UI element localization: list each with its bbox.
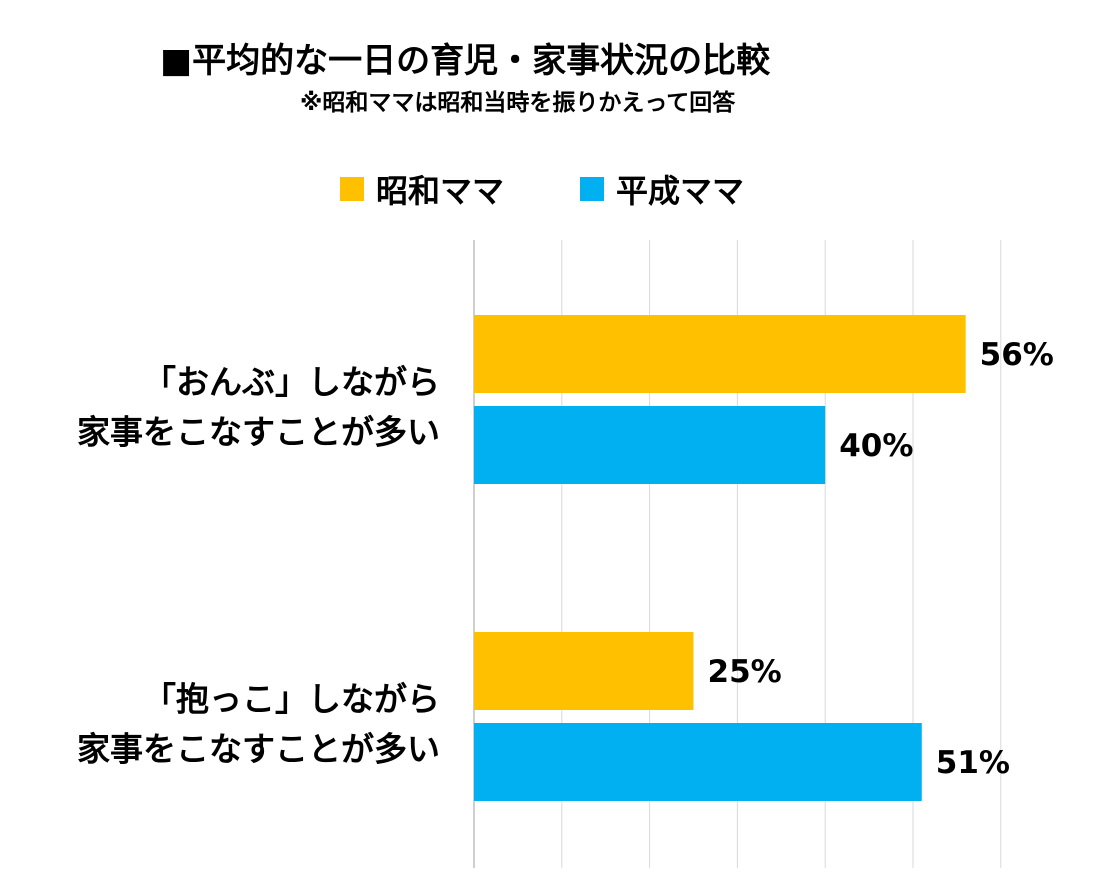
- legend-label-showa: 昭和ママ: [376, 172, 505, 210]
- legend-item-showa: 昭和ママ: [340, 167, 504, 211]
- data-label: 56%: [980, 337, 1054, 373]
- legend-item-heisei: 平成ママ: [580, 167, 744, 211]
- category-label: 「抱っこ」しながら: [143, 680, 440, 719]
- chart-subtitle: ※昭和ママは昭和当時を振りかえって回答: [300, 90, 736, 116]
- category-label: 「おんぶ」しながら: [143, 363, 440, 402]
- legend-swatch-heisei: [580, 177, 604, 201]
- bar-heisei-1: [474, 723, 922, 801]
- category-label: 家事をこなすことが多い: [77, 730, 440, 769]
- bar-showa-0: [474, 315, 966, 393]
- legend-label-heisei: 平成ママ: [616, 172, 745, 210]
- legend-swatch-showa: [340, 177, 364, 201]
- category-label: 家事をこなすことが多い: [77, 413, 440, 452]
- data-label: 25%: [708, 654, 782, 690]
- bar-showa-1: [474, 632, 694, 710]
- bar-heisei-0: [474, 406, 826, 484]
- data-label: 40%: [839, 428, 913, 464]
- data-label: 51%: [936, 745, 1010, 781]
- chart-title: ■平均的な一日の育児・家事状況の比較: [160, 41, 771, 81]
